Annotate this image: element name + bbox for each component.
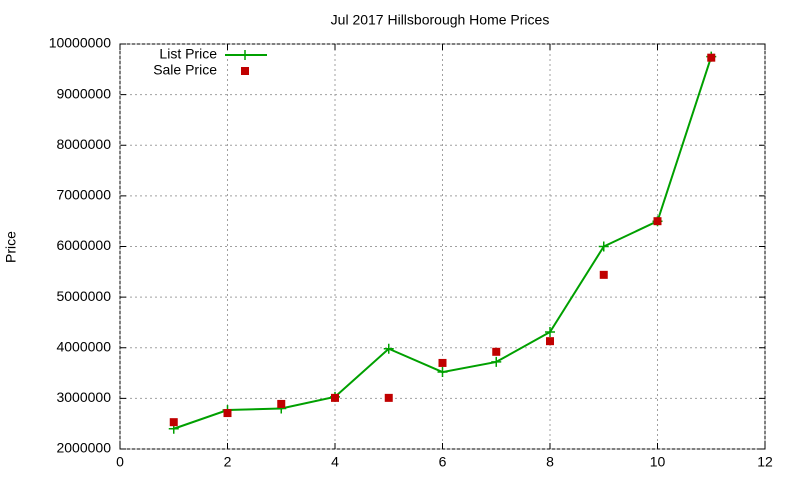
data-point <box>492 347 501 356</box>
x-tick-label: 10 <box>650 454 666 470</box>
y-tick-label: 8000000 <box>56 136 111 152</box>
data-point <box>707 53 716 62</box>
x-tick-label: 8 <box>546 454 554 470</box>
data-point <box>599 270 608 279</box>
x-tick-label: 6 <box>439 454 447 470</box>
data-point <box>491 356 502 367</box>
data-point <box>438 358 447 367</box>
legend-label: Sale Price <box>153 62 217 78</box>
data-point <box>169 418 178 427</box>
data-point <box>383 343 394 354</box>
y-tick-label: 3000000 <box>56 389 111 405</box>
x-tick-label: 0 <box>116 454 124 470</box>
data-point <box>546 337 554 346</box>
y-tick-label: 10000000 <box>49 35 112 51</box>
data-point <box>277 399 286 408</box>
y-axis-label: Price <box>3 231 19 263</box>
y-tick-label: 9000000 <box>56 85 111 101</box>
data-point <box>653 217 662 226</box>
data-point <box>384 393 393 402</box>
y-tick-label: 4000000 <box>56 338 111 354</box>
legend-label: List Price <box>159 46 217 62</box>
x-tick-label: 2 <box>224 454 232 470</box>
data-point <box>437 367 448 378</box>
y-tick-label: 7000000 <box>56 187 111 203</box>
y-tick-label: 6000000 <box>56 237 111 253</box>
data-point <box>545 327 555 338</box>
legend-marker <box>240 50 250 60</box>
data-point <box>223 409 232 418</box>
y-tick-label: 2000000 <box>56 440 111 456</box>
chart-title: Jul 2017 Hillsborough Home Prices <box>331 12 550 28</box>
legend-marker <box>241 67 249 75</box>
y-tick-label: 5000000 <box>56 288 111 304</box>
data-point <box>598 241 609 252</box>
x-tick-label: 12 <box>757 454 773 470</box>
x-tick-label: 4 <box>331 454 339 470</box>
data-point <box>331 393 339 402</box>
